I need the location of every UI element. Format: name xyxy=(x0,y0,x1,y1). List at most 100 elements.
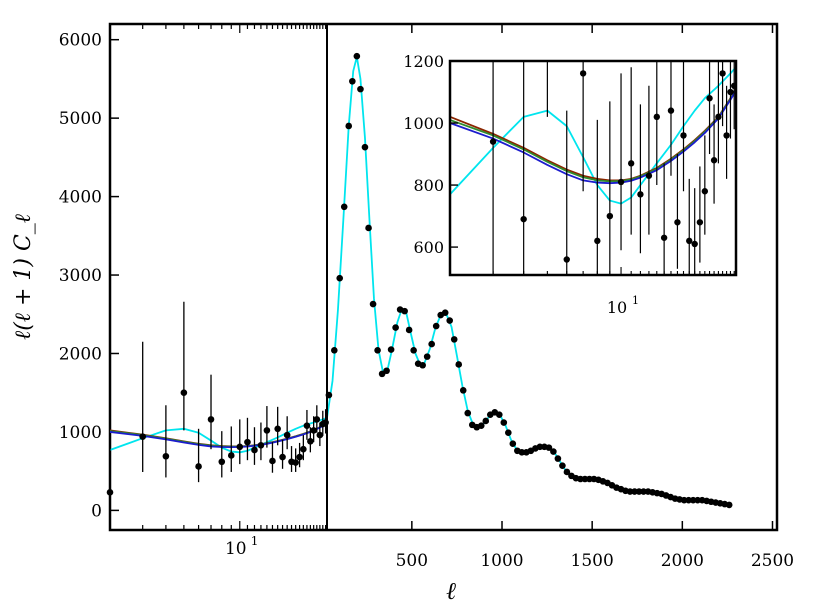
data-point xyxy=(626,488,634,495)
data-point xyxy=(310,427,317,434)
inset-data-point xyxy=(637,191,644,198)
data-point xyxy=(496,411,503,418)
data-point xyxy=(207,416,215,423)
x-axis-label: ℓ xyxy=(446,577,456,605)
data-point xyxy=(581,475,589,483)
data-point xyxy=(635,488,643,495)
inset-data-point xyxy=(691,240,698,248)
data-point xyxy=(410,347,417,354)
inset-data-point xyxy=(680,132,687,139)
data-point xyxy=(195,463,202,470)
inset-data-point xyxy=(660,234,668,241)
data-point xyxy=(236,443,244,451)
inset-data-point xyxy=(706,95,713,102)
x-tick-label: 10 xyxy=(225,539,247,559)
x-tick-label: 1000 xyxy=(480,551,523,571)
inset-data-point xyxy=(653,113,660,121)
inset-y-tick-label: 1000 xyxy=(403,114,444,133)
data-point xyxy=(680,496,688,504)
data-point xyxy=(631,488,638,495)
data-point xyxy=(257,441,265,449)
data-point xyxy=(349,77,356,85)
inset-data-point xyxy=(520,215,527,223)
inset-ticks: 600 800 1000 1200 10 1 xyxy=(403,52,735,317)
data-point xyxy=(361,143,369,151)
data-point xyxy=(331,347,338,354)
data-point xyxy=(640,488,647,495)
data-point xyxy=(279,453,286,461)
data-point xyxy=(545,444,553,451)
data-point xyxy=(725,501,733,509)
x-tick-label-exponent: 1 xyxy=(251,534,259,548)
data-point xyxy=(369,300,377,308)
inset-y-tick-label: 1200 xyxy=(403,52,444,71)
data-point xyxy=(509,440,517,448)
data-point xyxy=(685,496,692,504)
data-point xyxy=(505,429,512,437)
inset-data-point xyxy=(727,88,734,96)
data-point xyxy=(303,422,311,429)
y-tick-label: 3000 xyxy=(59,266,102,286)
data-point xyxy=(139,433,146,440)
inset-plot-frame xyxy=(448,59,738,277)
data-point xyxy=(446,317,454,324)
data-point xyxy=(383,367,390,375)
inset-data-point xyxy=(563,256,570,263)
main-error-bars xyxy=(109,301,327,504)
data-point xyxy=(423,353,431,360)
data-point xyxy=(518,449,526,456)
inset-data-point xyxy=(696,219,704,226)
data-point xyxy=(307,438,314,445)
data-point xyxy=(251,446,258,454)
inset-data-point xyxy=(594,237,601,245)
inset-data-point xyxy=(710,157,718,164)
data-point xyxy=(313,416,321,423)
inset-data-point xyxy=(715,113,722,121)
inset-data-point xyxy=(686,237,693,245)
inset-y-tick-label: 600 xyxy=(413,238,444,257)
inset-data-point xyxy=(617,178,625,186)
data-point xyxy=(353,52,361,60)
data-point xyxy=(340,203,348,211)
x-tick-label: 2000 xyxy=(661,551,704,571)
data-point xyxy=(500,419,508,426)
main-data-points xyxy=(106,52,733,509)
data-point xyxy=(441,309,449,316)
y-tick-label: 1000 xyxy=(59,423,102,443)
data-point xyxy=(401,307,408,315)
data-point xyxy=(464,409,472,417)
inset-data-point xyxy=(489,138,497,145)
data-point xyxy=(365,224,372,232)
x-tick-label: 2500 xyxy=(751,551,794,571)
data-point xyxy=(459,387,467,394)
data-point xyxy=(419,361,426,369)
inset-x-tick-label-exponent: 1 xyxy=(632,294,639,307)
data-point xyxy=(316,431,324,439)
inset-data-points xyxy=(489,70,736,263)
data-point xyxy=(563,468,571,476)
data-point xyxy=(180,389,188,397)
inset-data-point xyxy=(723,132,730,139)
data-point xyxy=(428,340,435,348)
data-point xyxy=(374,347,381,354)
data-point xyxy=(694,496,701,504)
data-point xyxy=(244,438,251,446)
main-plot-frame xyxy=(108,22,779,532)
data-point xyxy=(162,452,170,460)
inset-data-point xyxy=(674,219,681,226)
x-tick-label: 500 xyxy=(396,551,428,571)
x-tick-label: 1500 xyxy=(571,551,614,571)
y-tick-label: 2000 xyxy=(59,344,102,364)
data-point xyxy=(432,322,440,330)
data-point xyxy=(550,448,557,455)
data-point xyxy=(227,452,235,459)
y-tick-label: 5000 xyxy=(59,109,102,129)
data-point xyxy=(296,453,303,461)
data-point xyxy=(554,455,562,462)
data-point xyxy=(269,457,276,465)
data-point xyxy=(405,326,413,334)
data-point xyxy=(387,346,395,353)
data-point xyxy=(263,427,271,434)
